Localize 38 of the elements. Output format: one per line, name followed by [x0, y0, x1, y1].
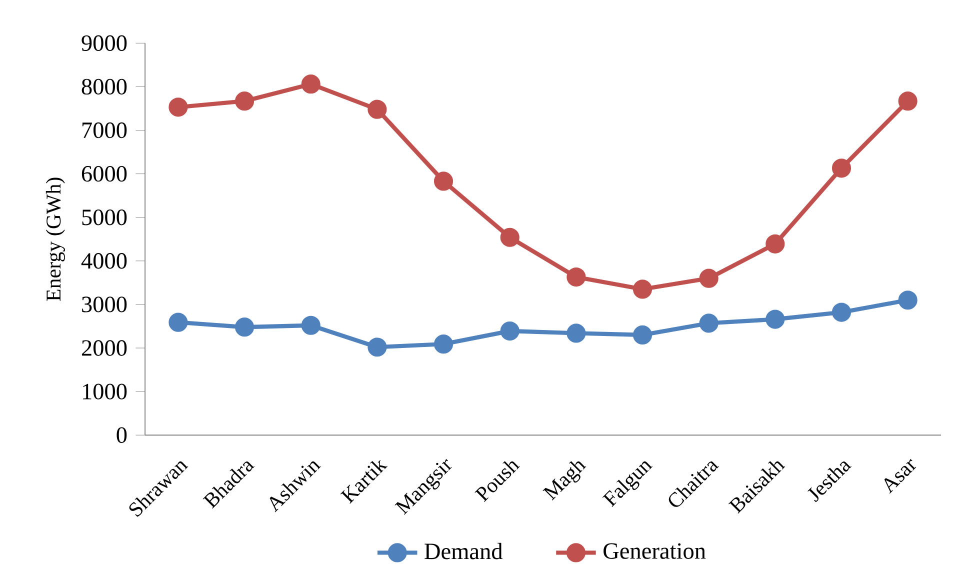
point	[832, 302, 852, 322]
point	[168, 312, 188, 332]
point	[699, 314, 718, 333]
point	[632, 325, 652, 345]
point	[234, 318, 254, 337]
point	[566, 268, 586, 287]
point	[832, 158, 852, 178]
point	[301, 74, 320, 94]
y-tick-label: 2000	[82, 340, 127, 356]
y-tick-label: 6000	[82, 166, 127, 182]
point	[368, 338, 387, 357]
y-tick-label: 5000	[82, 210, 127, 226]
point	[500, 228, 520, 248]
x-tick-label: Asar	[884, 459, 916, 494]
point	[168, 98, 188, 117]
y-axis-title: Energy (GWh)	[46, 178, 65, 301]
y-tick-label: 0	[116, 427, 127, 444]
y-tick-label: 4000	[81, 253, 127, 269]
y-tick-label: 9000	[82, 35, 127, 52]
point	[898, 290, 918, 310]
point	[632, 280, 652, 299]
point	[766, 234, 785, 254]
legend-label: Generation	[604, 543, 706, 559]
y-tick-label: 8000	[82, 78, 127, 95]
y-tick-label: 1000	[83, 384, 127, 400]
point	[234, 92, 254, 111]
point	[434, 172, 454, 191]
point	[766, 310, 785, 329]
point	[500, 322, 520, 341]
point	[368, 100, 387, 119]
point	[434, 334, 454, 354]
y-tick-label: 7000	[82, 122, 127, 138]
y-tick-label: 3000	[82, 296, 127, 312]
point	[699, 268, 718, 288]
point	[898, 92, 918, 111]
point	[301, 316, 320, 336]
point	[566, 324, 586, 343]
legend-label: Demand	[424, 542, 503, 560]
